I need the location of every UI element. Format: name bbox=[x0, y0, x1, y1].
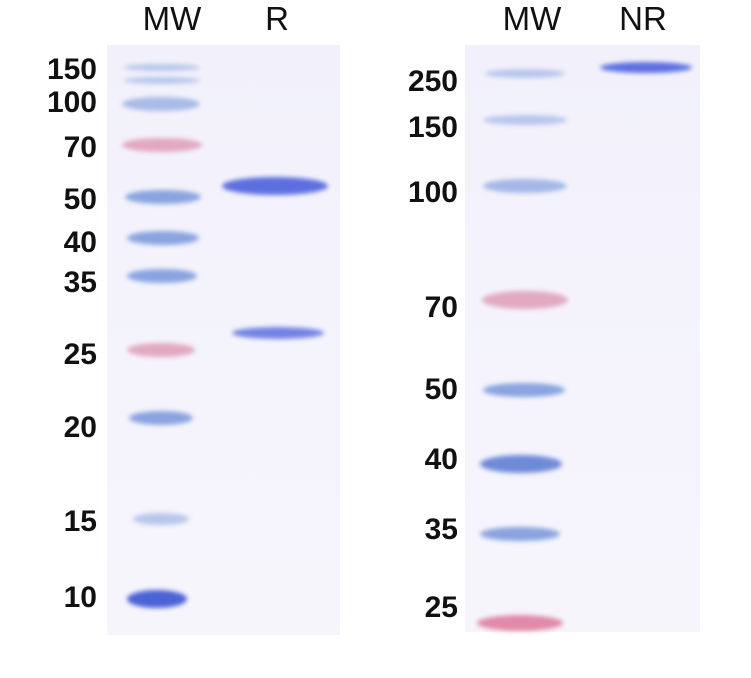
marker-label: 250 bbox=[407, 65, 458, 98]
sample-band-nonreduced bbox=[600, 62, 692, 73]
sample-band-light bbox=[232, 327, 324, 339]
header-mw-right: MW bbox=[502, 0, 562, 37]
marker-label: 25 bbox=[424, 591, 458, 624]
marker-band bbox=[125, 190, 201, 204]
marker-band bbox=[133, 513, 189, 525]
marker-band bbox=[485, 69, 565, 78]
marker-label: 40 bbox=[63, 226, 97, 259]
marker-band bbox=[127, 269, 197, 283]
marker-band bbox=[477, 615, 563, 631]
marker-label: 35 bbox=[424, 513, 458, 546]
marker-label: 70 bbox=[63, 131, 97, 164]
right-gel-image bbox=[465, 45, 700, 632]
marker-label: 150 bbox=[407, 111, 458, 144]
marker-band bbox=[483, 115, 567, 125]
sample-band-heavy bbox=[222, 177, 328, 195]
marker-band bbox=[129, 411, 193, 425]
marker-label: 100 bbox=[407, 176, 458, 209]
marker-label: 70 bbox=[424, 291, 458, 324]
marker-band bbox=[482, 291, 568, 309]
marker-label: 10 bbox=[63, 581, 97, 614]
header-nonreduced: NR bbox=[619, 0, 667, 37]
marker-label: 35 bbox=[63, 266, 97, 299]
left-gel-image bbox=[107, 45, 340, 635]
header-mw-left: MW bbox=[142, 0, 202, 37]
marker-label: 20 bbox=[63, 411, 97, 444]
marker-band bbox=[127, 343, 195, 357]
marker-label: 50 bbox=[63, 183, 97, 216]
marker-band bbox=[127, 231, 199, 245]
marker-band bbox=[124, 77, 200, 84]
marker-label: 150 bbox=[46, 53, 97, 86]
marker-band bbox=[480, 455, 562, 473]
marker-label: 40 bbox=[424, 443, 458, 476]
marker-band bbox=[122, 97, 200, 111]
marker-label: 25 bbox=[63, 338, 97, 371]
marker-label: 100 bbox=[46, 86, 97, 119]
marker-label: 50 bbox=[424, 373, 458, 406]
header-reduced: R bbox=[265, 0, 289, 37]
marker-band bbox=[483, 383, 565, 397]
marker-band bbox=[480, 527, 560, 541]
marker-band bbox=[127, 590, 187, 608]
marker-label: 15 bbox=[63, 505, 97, 538]
marker-band bbox=[124, 64, 200, 71]
marker-band bbox=[122, 138, 202, 152]
marker-band bbox=[483, 179, 567, 193]
